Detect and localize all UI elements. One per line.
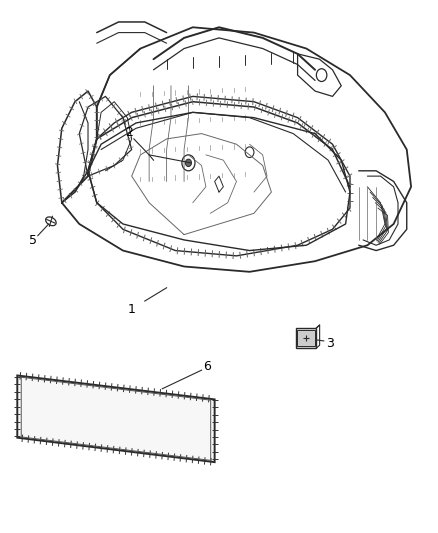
- Polygon shape: [17, 375, 215, 462]
- Text: 5: 5: [28, 235, 36, 247]
- Text: 1: 1: [128, 303, 136, 316]
- Text: 2: 2: [126, 126, 134, 139]
- Text: 6: 6: [203, 360, 211, 373]
- Bar: [297, 328, 316, 349]
- Circle shape: [185, 159, 191, 166]
- Text: 3: 3: [326, 337, 334, 350]
- Bar: [297, 330, 315, 346]
